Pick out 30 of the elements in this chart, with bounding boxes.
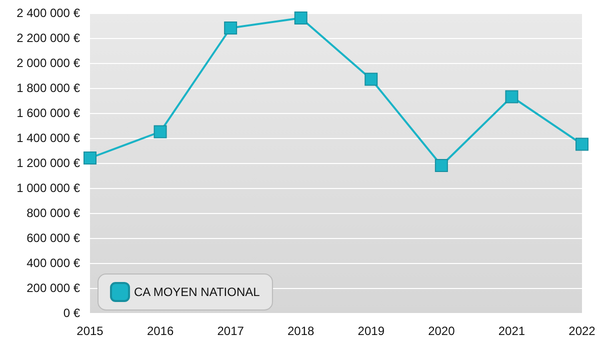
y-tick-label: 2 200 000 € bbox=[16, 31, 80, 45]
y-tick-label: 200 000 € bbox=[26, 281, 80, 295]
point bbox=[505, 90, 518, 104]
point bbox=[84, 152, 96, 164]
y-tick-label: 1 600 000 € bbox=[16, 106, 80, 120]
y-tick-label: 800 000 € bbox=[26, 206, 80, 220]
x-tick-label: 2017 bbox=[217, 324, 244, 338]
x-tick-label: 2016 bbox=[146, 324, 174, 338]
y-tick-label: 1 200 000 € bbox=[16, 156, 80, 170]
y-tick-label: 1 400 000 € bbox=[16, 131, 80, 145]
x-tick-label: 2018 bbox=[288, 324, 315, 338]
y-tick-label: 1 000 000 € bbox=[16, 181, 80, 195]
x-tick-label: 2022 bbox=[568, 324, 596, 338]
y-tick-label: 400 000 € bbox=[26, 256, 80, 270]
y-tick-label: 1 800 000 € bbox=[16, 81, 80, 95]
point bbox=[576, 138, 588, 151]
y-tick-label: 2 400 000 € bbox=[16, 6, 80, 20]
x-tick-label: 2021 bbox=[498, 324, 526, 338]
x-tick-label: 2020 bbox=[428, 324, 456, 338]
point bbox=[154, 125, 167, 138]
x-tick-label: 2015 bbox=[76, 324, 104, 338]
point bbox=[364, 72, 378, 86]
point bbox=[294, 12, 308, 24]
legend-label: CA MOYEN NATIONAL bbox=[134, 285, 260, 299]
point bbox=[224, 22, 238, 34]
y-tick-label: 600 000 € bbox=[26, 231, 80, 245]
y-tick-label: 2 000 000 € bbox=[16, 56, 80, 70]
y-tick-label: 0 € bbox=[63, 306, 80, 320]
point bbox=[434, 159, 448, 172]
x-tick-label: 2019 bbox=[358, 324, 385, 338]
